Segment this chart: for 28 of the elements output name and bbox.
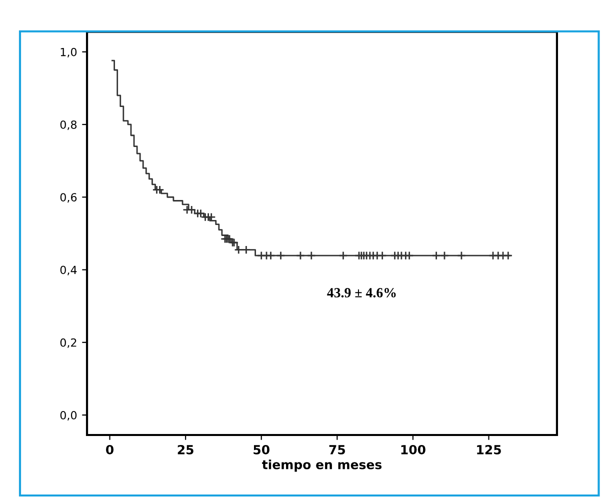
y-tick-label: 0,8 (60, 120, 77, 130)
x-tick-label: 25 (178, 444, 194, 454)
point (432, 251, 441, 260)
y-tick-label: 0,0 (60, 411, 77, 421)
x-tick-label: 125 (477, 444, 501, 454)
x-tick-label: 0 (106, 444, 114, 454)
x-axis-title: tiempo en meses (262, 460, 382, 472)
point (440, 251, 449, 260)
point (306, 251, 316, 260)
point (296, 251, 305, 260)
point (276, 251, 286, 260)
x-tick-label: 50 (254, 444, 270, 454)
x-tick-label: 75 (329, 445, 345, 454)
point (456, 251, 466, 260)
point (488, 251, 498, 260)
point (187, 205, 196, 214)
point (234, 245, 244, 254)
point (378, 251, 387, 260)
point (504, 251, 513, 260)
point (242, 245, 251, 254)
y-tick-label: 1,0 (60, 48, 77, 58)
y-tick-label: 0,4 (60, 266, 77, 276)
y-tick-label: 0,6 (60, 193, 77, 203)
point (338, 251, 348, 260)
y-tick-label: 0,2 (60, 338, 76, 348)
point (266, 251, 276, 260)
x-tick-label: 100 (401, 444, 426, 454)
annotation: 43.9 ± 4.6% (327, 288, 396, 298)
